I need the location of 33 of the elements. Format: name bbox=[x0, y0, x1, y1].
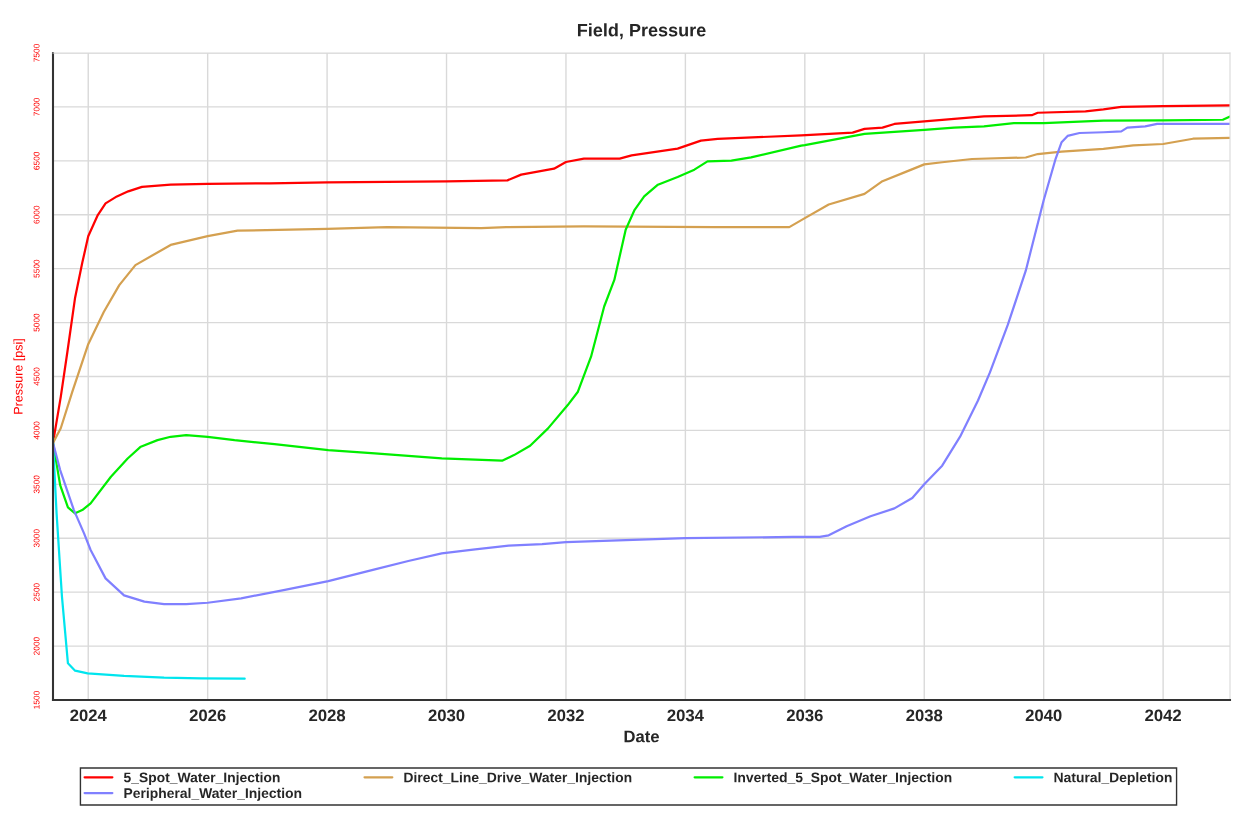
chart-title: Field, Pressure bbox=[577, 23, 706, 40]
y-tick-label: 7000 bbox=[33, 97, 40, 116]
y-tick-label: 4500 bbox=[33, 367, 40, 386]
legend-label: 5_Spot_Water_Injection bbox=[123, 772, 280, 786]
y-tick-label: 2000 bbox=[33, 637, 40, 655]
legend-label: Direct_Line_Drive_Water_Injection bbox=[404, 772, 632, 786]
x-axis-title: Date bbox=[624, 730, 659, 743]
x-tick-label: 2032 bbox=[548, 709, 584, 722]
y-tick-label: 3500 bbox=[33, 475, 40, 494]
y-tick-label: 4000 bbox=[33, 421, 40, 440]
y-tick-label: 7500 bbox=[33, 44, 40, 62]
x-tick-label: 2038 bbox=[906, 709, 943, 722]
x-tick-label: 2026 bbox=[189, 709, 226, 722]
line-series bbox=[53, 122, 1230, 606]
x-tick-label: 2030 bbox=[428, 709, 465, 722]
y-tick-label: 2500 bbox=[33, 583, 40, 602]
legend-label: Inverted_5_Spot_Water_Injection bbox=[734, 772, 952, 786]
y-tick-label: 6000 bbox=[33, 205, 40, 224]
x-tick-label: 2036 bbox=[786, 709, 823, 722]
legend-label: Natural_Depletion bbox=[1054, 772, 1172, 786]
line-series bbox=[53, 115, 1230, 515]
y-tick-label: 6500 bbox=[33, 151, 40, 170]
legend-label: Peripheral_Water_Injection bbox=[124, 787, 302, 801]
y-tick-label: 1500 bbox=[33, 691, 40, 709]
x-tick-label: 2024 bbox=[70, 709, 107, 722]
y-tick-label: 5500 bbox=[33, 259, 40, 278]
y-axis-title: Pressure [psi] bbox=[13, 339, 26, 414]
y-tick-label: 5000 bbox=[33, 313, 40, 332]
x-tick-label: 2042 bbox=[1145, 709, 1181, 722]
y-tick-label: 3000 bbox=[33, 529, 40, 548]
x-tick-label: 2040 bbox=[1025, 709, 1062, 722]
x-tick-label: 2034 bbox=[667, 709, 704, 722]
x-tick-label: 2028 bbox=[309, 709, 346, 722]
